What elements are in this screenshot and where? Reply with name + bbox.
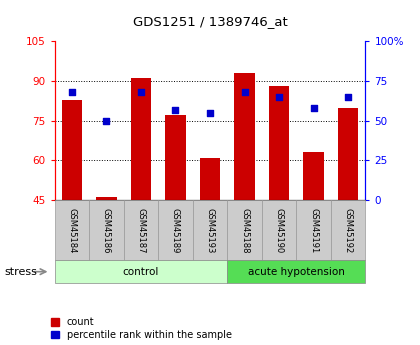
Point xyxy=(345,94,352,100)
Point xyxy=(207,110,213,116)
Bar xyxy=(269,86,289,200)
Point xyxy=(68,89,75,95)
Text: GSM45186: GSM45186 xyxy=(102,208,111,253)
Text: acute hypotension: acute hypotension xyxy=(248,267,345,277)
Text: GSM45189: GSM45189 xyxy=(171,208,180,253)
Point xyxy=(138,89,144,95)
Bar xyxy=(96,197,117,200)
Point xyxy=(103,118,110,124)
Text: stress: stress xyxy=(4,267,37,277)
Text: GSM45192: GSM45192 xyxy=(344,208,353,253)
Text: GDS1251 / 1389746_at: GDS1251 / 1389746_at xyxy=(133,16,287,29)
Text: control: control xyxy=(123,267,159,277)
Text: GSM45190: GSM45190 xyxy=(275,208,284,253)
Text: GSM45188: GSM45188 xyxy=(240,208,249,253)
Bar xyxy=(303,152,324,200)
Bar xyxy=(131,78,151,200)
Text: GSM45193: GSM45193 xyxy=(205,208,215,253)
Legend: count, percentile rank within the sample: count, percentile rank within the sample xyxy=(51,317,231,340)
Bar xyxy=(61,100,82,200)
Bar xyxy=(200,158,221,200)
Text: GSM45187: GSM45187 xyxy=(136,208,145,253)
Point xyxy=(310,105,317,111)
Text: GSM45184: GSM45184 xyxy=(67,208,76,253)
Point xyxy=(172,107,179,112)
Bar xyxy=(165,116,186,200)
Point xyxy=(276,94,282,100)
Text: GSM45191: GSM45191 xyxy=(309,208,318,253)
Bar xyxy=(338,108,359,200)
Bar xyxy=(234,73,255,200)
Point xyxy=(241,89,248,95)
